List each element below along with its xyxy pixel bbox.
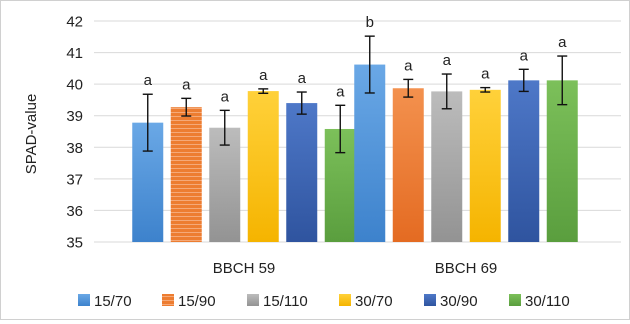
legend-swatch — [247, 294, 259, 306]
legend-label: 30/110 — [525, 293, 570, 310]
bar — [209, 127, 241, 242]
y-tick-labels: 35 36 37 38 39 40 41 42 — [66, 14, 83, 252]
bar — [354, 64, 386, 242]
y-tick-label: 37 — [66, 171, 83, 188]
legend-label: 30/90 — [440, 293, 478, 310]
error-bars — [142, 35, 568, 154]
significance-letter: b — [366, 14, 374, 31]
bars — [132, 64, 578, 243]
bar — [508, 80, 540, 243]
y-tick-label: 39 — [66, 108, 83, 125]
y-tick-label: 36 — [66, 203, 83, 220]
significance-letter: a — [336, 83, 345, 100]
legend-label: 15/90 — [178, 293, 216, 310]
significance-letter: a — [221, 88, 230, 105]
significance-letter: a — [443, 52, 452, 69]
legend-swatch — [339, 294, 351, 306]
bar — [286, 103, 318, 242]
significance-letter: a — [558, 34, 567, 51]
bar — [170, 107, 202, 242]
bar — [469, 89, 501, 242]
significance-letter: a — [481, 66, 490, 83]
bar — [247, 91, 279, 243]
legend-label: 30/70 — [355, 293, 393, 310]
significance-letter: a — [144, 72, 153, 89]
legend-swatch — [78, 294, 90, 306]
x-category-label: BBCH 59 — [213, 260, 276, 277]
y-tick-label: 41 — [66, 45, 83, 62]
legend-label: 15/70 — [94, 293, 132, 310]
significance-letter: a — [520, 47, 529, 64]
legend-swatch — [509, 294, 521, 306]
significance-letter: a — [182, 76, 191, 93]
y-tick-label: 42 — [66, 14, 83, 31]
significance-letter: a — [298, 70, 307, 87]
x-category-label: BBCH 69 — [435, 260, 498, 277]
significance-letter: a — [259, 67, 268, 84]
legend: 15/70 15/90 15/110 30/70 30/90 30/110 — [78, 293, 570, 310]
y-tick-label: 35 — [66, 235, 83, 252]
y-tick-label: 40 — [66, 77, 83, 94]
bar — [431, 91, 463, 242]
legend-label: 15/110 — [263, 293, 308, 310]
significance-letters: a a a a a a b a a a a a — [144, 14, 568, 105]
y-tick-label: 38 — [66, 140, 83, 157]
legend-swatch — [162, 294, 174, 306]
significance-letter: a — [404, 57, 413, 74]
bar — [546, 80, 578, 243]
y-axis-label: SPAD-value — [23, 94, 40, 175]
x-category-labels: BBCH 59 BBCH 69 — [213, 260, 498, 277]
bar — [392, 88, 424, 242]
legend-swatch — [424, 294, 436, 306]
